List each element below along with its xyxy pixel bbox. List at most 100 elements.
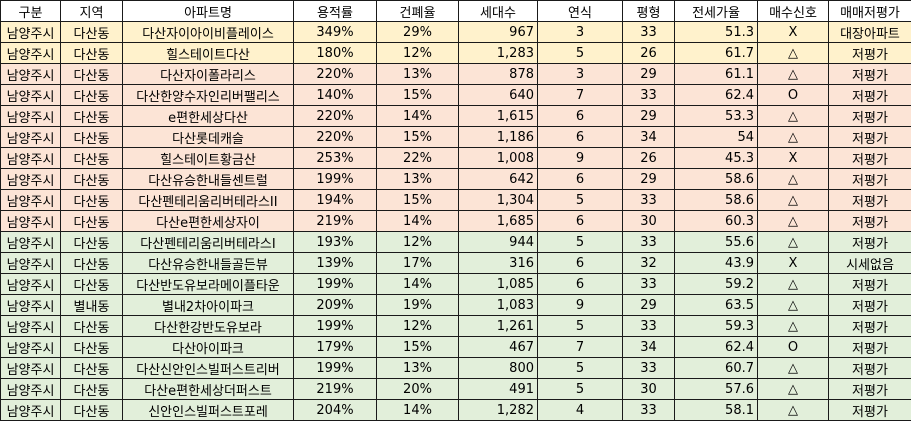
cell-households: 1,615 <box>458 105 538 127</box>
cell-age: 3 <box>537 63 623 85</box>
table-row: 남양주시 별내동 별내2차아이파크 209% 19% 1,083 9 29 63.5 △ 저평가 <box>0 294 911 316</box>
cell-region-group: 남양주시 <box>0 315 61 337</box>
cell-buy-signal: △ <box>757 315 829 337</box>
cell-age: 5 <box>537 378 623 400</box>
cell-floor-area-ratio: 220% <box>293 63 377 85</box>
cell-age: 7 <box>537 336 623 358</box>
table-row: 남양주시 다산동 신안인스빌퍼스트포레 204% 14% 1,282 4 33 58.1 △ 저평가 <box>0 399 911 421</box>
table-body: 남양주시 다산동 다산자이아이비플레이스 349% 29% 967 3 33 51.3 X 대장아파… <box>0 21 911 421</box>
cell-region-group: 남양주시 <box>0 168 61 190</box>
cell-undervaluation: 저평가 <box>828 336 911 358</box>
cell-building-coverage: 15% <box>376 189 459 211</box>
cell-pyeong: 33 <box>622 84 675 106</box>
cell-undervaluation: 저평가 <box>828 189 911 211</box>
cell-age: 7 <box>537 84 623 106</box>
cell-pyeong: 26 <box>622 147 675 169</box>
cell-apartment-name: 다산e편한세상자이 <box>122 210 294 232</box>
cell-buy-signal: △ <box>757 210 829 232</box>
cell-jeonse-ratio: 55.6 <box>674 231 758 253</box>
cell-region-group: 남양주시 <box>0 357 61 379</box>
cell-pyeong: 33 <box>622 189 675 211</box>
cell-buy-signal: △ <box>757 63 829 85</box>
table-row: 남양주시 다산동 e편한세상다산 220% 14% 1,615 6 29 53.3 △ 저평가 <box>0 105 911 127</box>
cell-pyeong: 33 <box>622 399 675 421</box>
cell-district: 다산동 <box>60 357 123 379</box>
cell-district: 다산동 <box>60 147 123 169</box>
cell-floor-area-ratio: 219% <box>293 210 377 232</box>
cell-pyeong: 30 <box>622 378 675 400</box>
cell-undervaluation: 저평가 <box>828 63 911 85</box>
header-district: 지역 <box>60 0 123 22</box>
cell-pyeong: 29 <box>622 294 675 316</box>
cell-undervaluation: 저평가 <box>828 168 911 190</box>
cell-households: 1,304 <box>458 189 538 211</box>
cell-undervaluation: 저평가 <box>828 378 911 400</box>
cell-apartment-name: 다산펜테리움리버테라스II <box>122 189 294 211</box>
cell-jeonse-ratio: 62.4 <box>674 336 758 358</box>
cell-pyeong: 32 <box>622 252 675 274</box>
cell-households: 967 <box>458 21 538 43</box>
cell-households: 640 <box>458 84 538 106</box>
table-row: 남양주시 다산동 다산자이아이비플레이스 349% 29% 967 3 33 51.3 X 대장아파… <box>0 21 911 43</box>
cell-buy-signal: △ <box>757 126 829 148</box>
cell-floor-area-ratio: 193% <box>293 231 377 253</box>
cell-building-coverage: 15% <box>376 126 459 148</box>
cell-floor-area-ratio: 199% <box>293 357 377 379</box>
cell-jeonse-ratio: 54 <box>674 126 758 148</box>
cell-region-group: 남양주시 <box>0 399 61 421</box>
cell-age: 5 <box>537 231 623 253</box>
cell-age: 6 <box>537 105 623 127</box>
cell-households: 316 <box>458 252 538 274</box>
cell-apartment-name: 다산아이파크 <box>122 336 294 358</box>
cell-age: 6 <box>537 168 623 190</box>
cell-building-coverage: 12% <box>376 42 459 64</box>
cell-households: 944 <box>458 231 538 253</box>
cell-jeonse-ratio: 58.6 <box>674 189 758 211</box>
cell-floor-area-ratio: 349% <box>293 21 377 43</box>
cell-jeonse-ratio: 43.9 <box>674 252 758 274</box>
cell-buy-signal: △ <box>757 357 829 379</box>
cell-jeonse-ratio: 60.7 <box>674 357 758 379</box>
cell-jeonse-ratio: 59.3 <box>674 315 758 337</box>
table-row: 남양주시 다산동 힐스테이트황금산 253% 22% 1,008 9 26 45.3 X 저평가 <box>0 147 911 169</box>
cell-building-coverage: 12% <box>376 315 459 337</box>
cell-floor-area-ratio: 194% <box>293 189 377 211</box>
cell-buy-signal: △ <box>757 42 829 64</box>
cell-floor-area-ratio: 199% <box>293 168 377 190</box>
cell-apartment-name: e편한세상다산 <box>122 105 294 127</box>
cell-age: 9 <box>537 147 623 169</box>
cell-apartment-name: 힐스테이트황금산 <box>122 147 294 169</box>
cell-region-group: 남양주시 <box>0 210 61 232</box>
cell-households: 1,085 <box>458 273 538 295</box>
cell-region-group: 남양주시 <box>0 42 61 64</box>
cell-building-coverage: 15% <box>376 336 459 358</box>
cell-pyeong: 29 <box>622 168 675 190</box>
cell-region-group: 남양주시 <box>0 252 61 274</box>
cell-floor-area-ratio: 253% <box>293 147 377 169</box>
header-building-coverage: 건폐율 <box>376 0 459 22</box>
cell-buy-signal: △ <box>757 378 829 400</box>
cell-age: 5 <box>537 42 623 64</box>
cell-apartment-name: 신안인스빌퍼스트포레 <box>122 399 294 421</box>
cell-apartment-name: 다산유승한내들골든뷰 <box>122 252 294 274</box>
cell-buy-signal: △ <box>757 273 829 295</box>
cell-age: 6 <box>537 210 623 232</box>
cell-pyeong: 33 <box>622 21 675 43</box>
cell-region-group: 남양주시 <box>0 63 61 85</box>
cell-households: 1,083 <box>458 294 538 316</box>
cell-age: 5 <box>537 315 623 337</box>
cell-buy-signal: X <box>757 252 829 274</box>
cell-buy-signal: △ <box>757 294 829 316</box>
cell-undervaluation: 저평가 <box>828 42 911 64</box>
table-row: 남양주시 다산동 다산e편한세상더퍼스트 219% 20% 491 5 30 57.6 △ 저평가 <box>0 378 911 400</box>
cell-age: 6 <box>537 252 623 274</box>
cell-buy-signal: O <box>757 84 829 106</box>
cell-households: 1,685 <box>458 210 538 232</box>
cell-apartment-name: 다산자이아이비플레이스 <box>122 21 294 43</box>
cell-district: 별내동 <box>60 294 123 316</box>
cell-apartment-name: 다산e편한세상더퍼스트 <box>122 378 294 400</box>
cell-building-coverage: 20% <box>376 378 459 400</box>
cell-buy-signal: △ <box>757 105 829 127</box>
cell-households: 800 <box>458 357 538 379</box>
cell-apartment-name: 다산반도유보라메이플타운 <box>122 273 294 295</box>
